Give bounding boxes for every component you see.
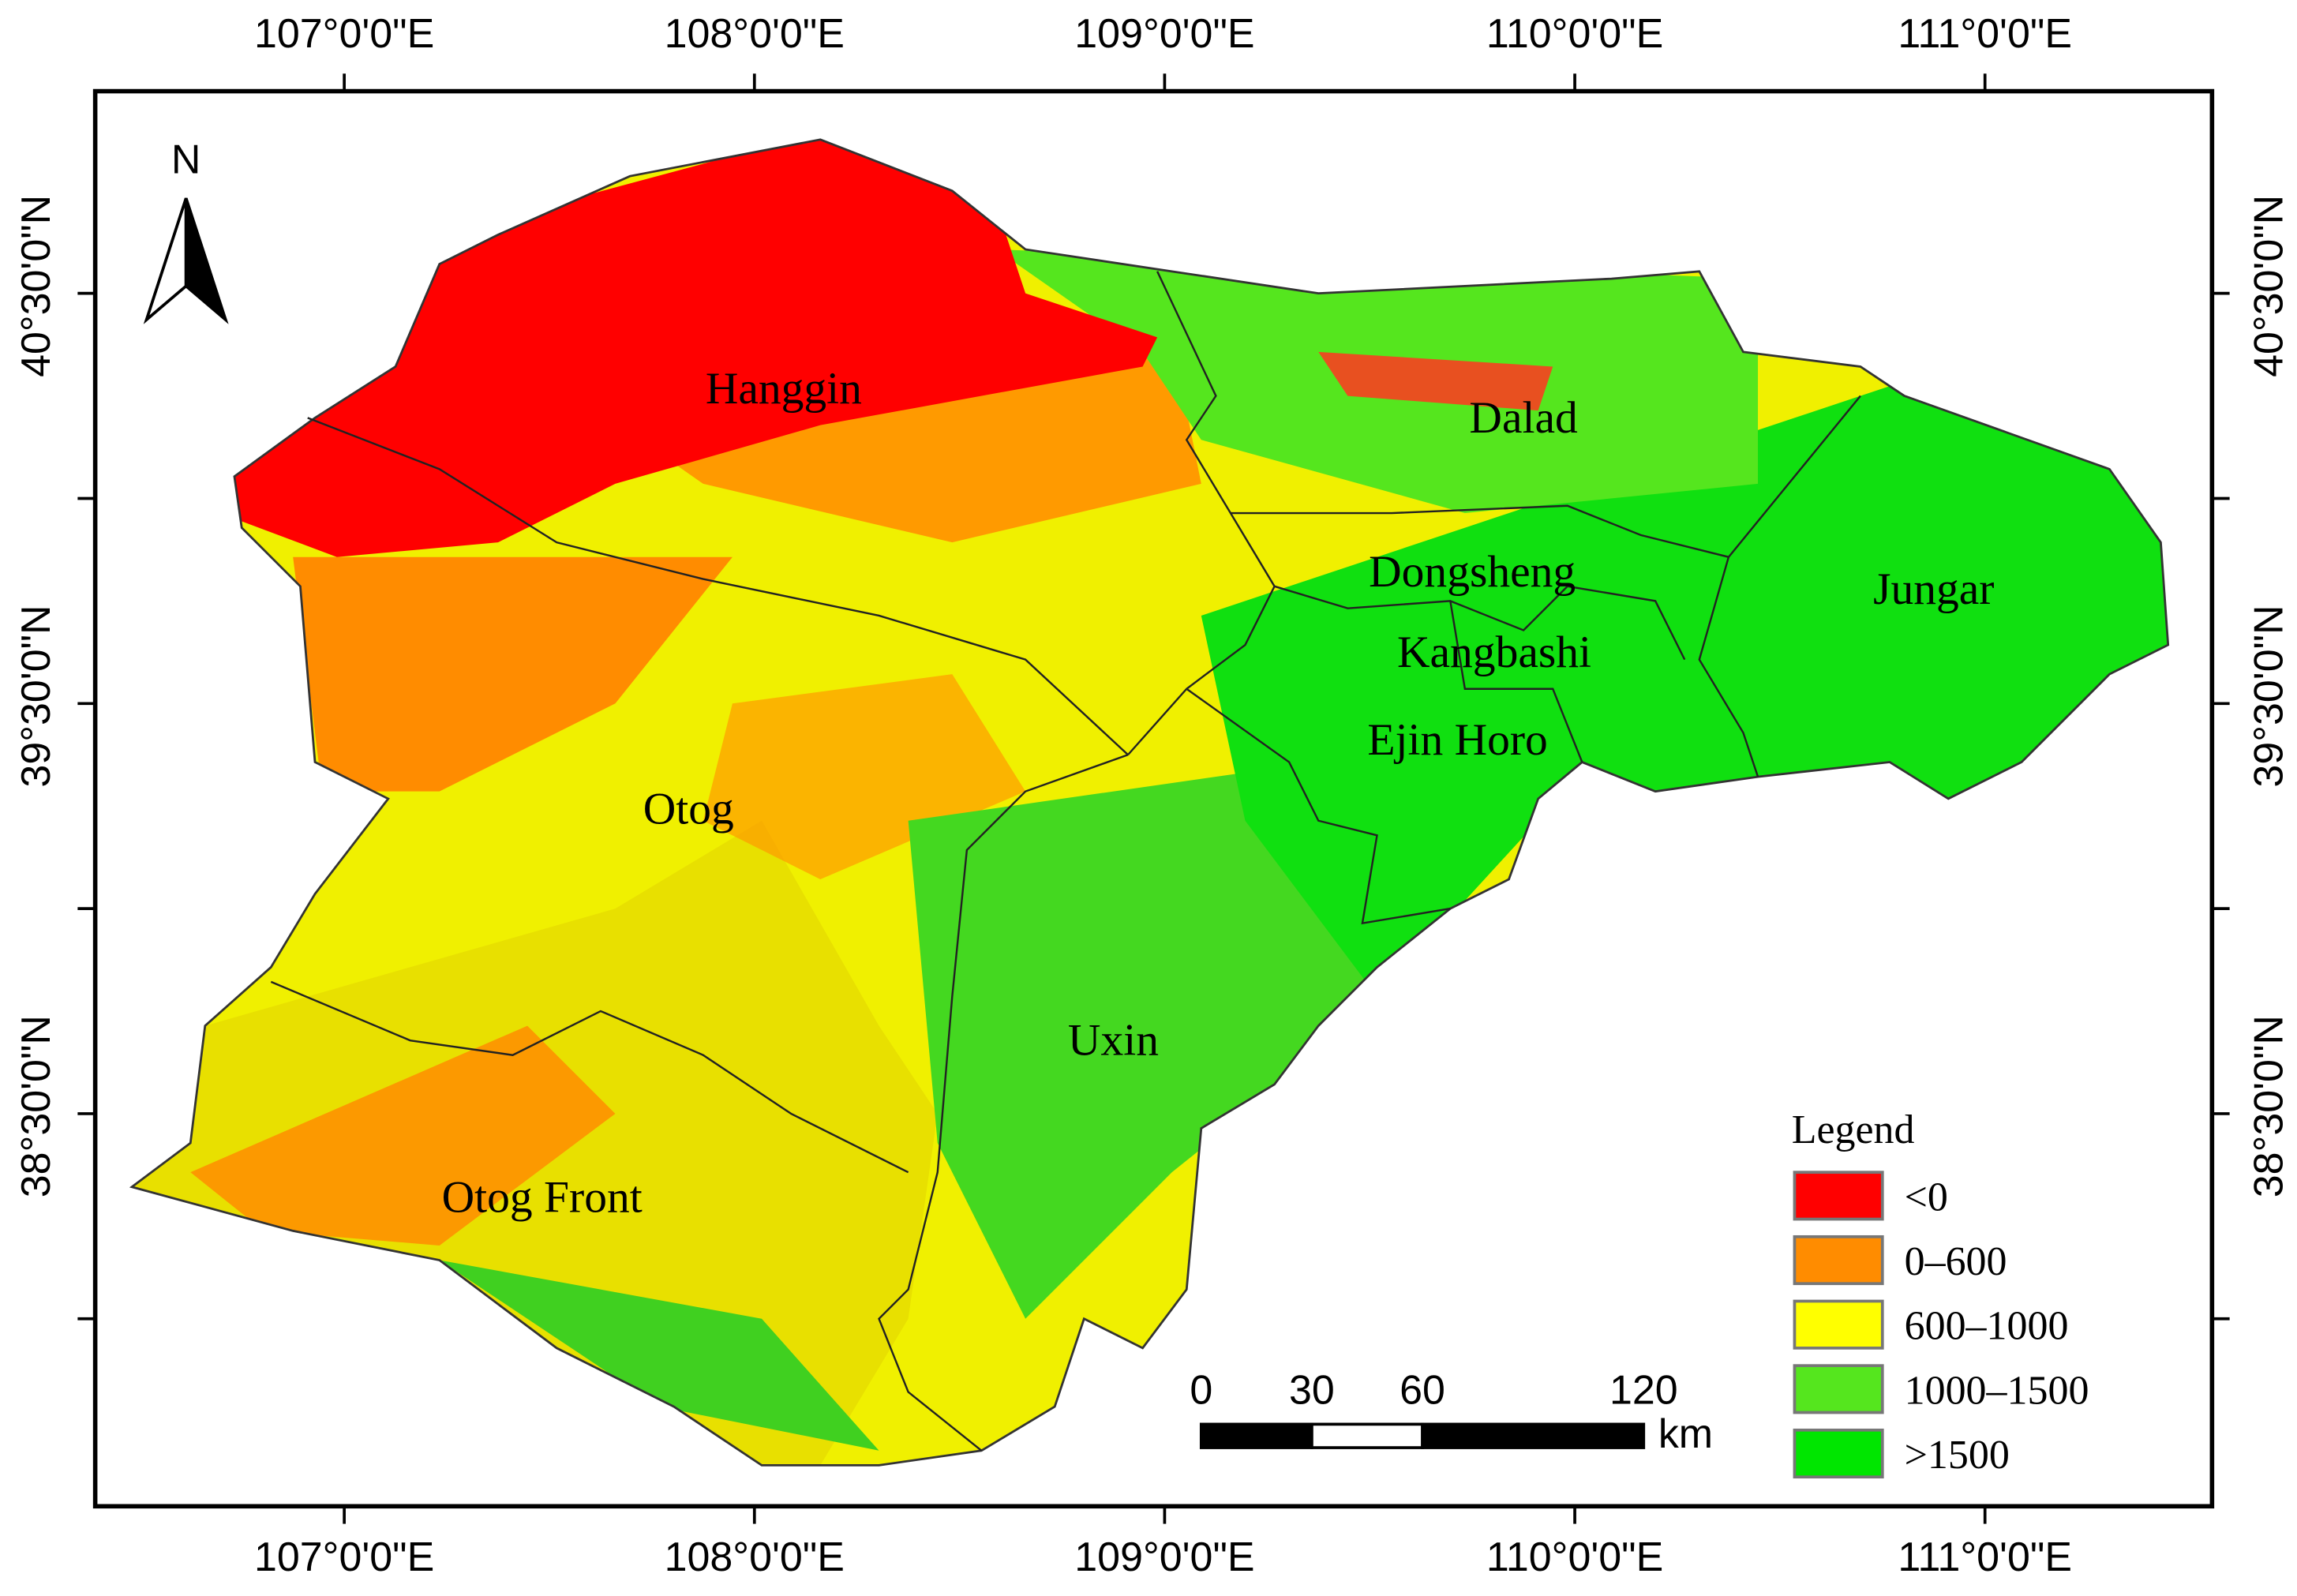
legend-label: 600–1000 — [1905, 1304, 2069, 1349]
legend-swatch — [1793, 1171, 1884, 1221]
north-label: N — [171, 137, 201, 182]
scale-tick-label: 60 — [1400, 1367, 1445, 1413]
right-lat-label: 40°30'0"N — [2246, 195, 2291, 377]
right-lat-label: 39°30'0"N — [2246, 605, 2291, 787]
raster — [132, 139, 2168, 1466]
scale-tick-label: 0 — [1190, 1367, 1212, 1413]
region-label: Otog Front — [442, 1172, 643, 1222]
bottom-lon-label: 108°0'0"E — [665, 1534, 845, 1580]
bottom-lon-label: 107°0'0"E — [254, 1534, 434, 1580]
left-lat-label: 38°30'0"N — [13, 1015, 59, 1197]
legend-swatch — [1793, 1299, 1884, 1350]
legend-swatch — [1793, 1364, 1884, 1414]
region-label: Dongsheng — [1369, 547, 1576, 597]
scale-segment — [1199, 1422, 1313, 1449]
bottom-lon-label: 110°0'0"E — [1486, 1534, 1663, 1580]
county-boundaries — [270, 271, 1861, 1452]
scale-tick-label: 120 — [1609, 1367, 1678, 1413]
region-label: Otog — [643, 784, 734, 834]
legend-label: 0–600 — [1905, 1239, 2007, 1284]
top-lon-label: 111°0'0"E — [1898, 11, 2072, 57]
region-label: Hanggin — [706, 364, 862, 414]
legend-title: Legend — [1792, 1107, 1915, 1152]
region-label: Jungar — [1873, 564, 1994, 614]
legend-label: >1500 — [1905, 1433, 2010, 1478]
region-label: Dalad — [1469, 393, 1578, 443]
scale-unit: km — [1658, 1411, 1713, 1457]
bottom-lon-label: 109°0'0"E — [1074, 1534, 1254, 1580]
top-lon-label: 107°0'0"E — [254, 11, 434, 57]
bottom-lon-label: 111°0'0"E — [1898, 1534, 2072, 1580]
region-label: Kangbashi — [1397, 628, 1591, 677]
left-lat-label: 40°30'0"N — [13, 195, 59, 377]
legend-swatch — [1793, 1428, 1884, 1479]
region-label: Ejin Horo — [1367, 715, 1547, 765]
right-lat-label: 38°30'0"N — [2246, 1015, 2291, 1197]
scale-segment — [1310, 1422, 1424, 1449]
region-label: Uxin — [1068, 1016, 1159, 1066]
scale-segment — [1421, 1422, 1646, 1449]
legend-swatch — [1793, 1234, 1884, 1286]
scale-tick-label: 30 — [1289, 1367, 1335, 1413]
left-lat-label: 39°30'0"N — [13, 605, 59, 787]
graticule-ticks — [77, 73, 2230, 1524]
north-arrow: N — [143, 137, 229, 324]
legend-label: 1000–1500 — [1905, 1368, 2089, 1413]
top-lon-label: 108°0'0"E — [665, 11, 845, 57]
legend-label: <0 — [1905, 1175, 1948, 1219]
top-lon-label: 110°0'0"E — [1486, 11, 1663, 57]
top-lon-label: 109°0'0"E — [1074, 11, 1254, 57]
